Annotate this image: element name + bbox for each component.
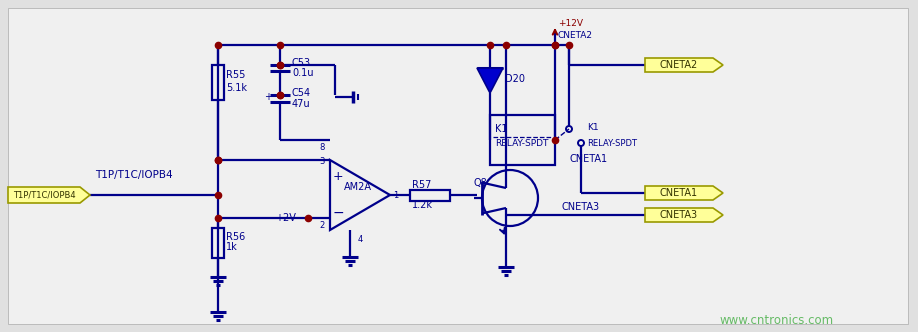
Text: CNETA3: CNETA3 <box>561 202 599 212</box>
Text: Q8: Q8 <box>474 178 487 188</box>
Bar <box>410 190 450 201</box>
Polygon shape <box>477 68 503 93</box>
Text: R55: R55 <box>226 70 245 80</box>
Polygon shape <box>645 186 723 200</box>
Text: 3: 3 <box>319 157 325 167</box>
Text: CNETA2: CNETA2 <box>660 60 698 70</box>
Text: AM2A: AM2A <box>344 182 372 192</box>
Text: 2: 2 <box>319 220 325 229</box>
Polygon shape <box>645 208 723 222</box>
Text: 1.2k: 1.2k <box>412 200 433 210</box>
Polygon shape <box>645 58 723 72</box>
Bar <box>490 115 555 165</box>
Text: 8: 8 <box>319 143 325 152</box>
Text: 4: 4 <box>357 235 363 244</box>
Text: CNETA1: CNETA1 <box>660 188 698 198</box>
Text: CNETA2: CNETA2 <box>558 31 593 40</box>
Text: +12V: +12V <box>558 19 583 28</box>
Text: 1: 1 <box>393 191 398 200</box>
Polygon shape <box>8 187 90 203</box>
Text: 0.1u: 0.1u <box>292 68 314 78</box>
Text: CNETA1: CNETA1 <box>569 154 607 164</box>
Text: RELAY-SPDT: RELAY-SPDT <box>495 138 548 147</box>
Text: R56: R56 <box>226 232 245 242</box>
Text: D20: D20 <box>505 74 525 84</box>
Text: −: − <box>332 206 344 220</box>
Text: T1P/T1C/IOPB4: T1P/T1C/IOPB4 <box>95 170 173 180</box>
Text: 5.1k: 5.1k <box>226 83 247 93</box>
Text: K1: K1 <box>587 123 599 131</box>
Text: K1: K1 <box>495 124 508 134</box>
Bar <box>212 65 224 100</box>
Text: +: + <box>264 92 272 102</box>
Text: 47u: 47u <box>292 99 310 109</box>
Text: T1P/T1C/IOPB4: T1P/T1C/IOPB4 <box>13 191 75 200</box>
Text: RELAY-SPDT: RELAY-SPDT <box>587 138 637 147</box>
Text: +2V: +2V <box>275 213 296 223</box>
Bar <box>212 228 224 258</box>
Text: R57: R57 <box>412 180 431 190</box>
Text: C54: C54 <box>292 88 311 98</box>
Text: CNETA3: CNETA3 <box>660 210 698 220</box>
Text: +: + <box>332 171 343 184</box>
Text: 1k: 1k <box>226 242 238 253</box>
Text: C53: C53 <box>292 58 311 68</box>
Text: www.cntronics.com: www.cntronics.com <box>720 313 834 326</box>
